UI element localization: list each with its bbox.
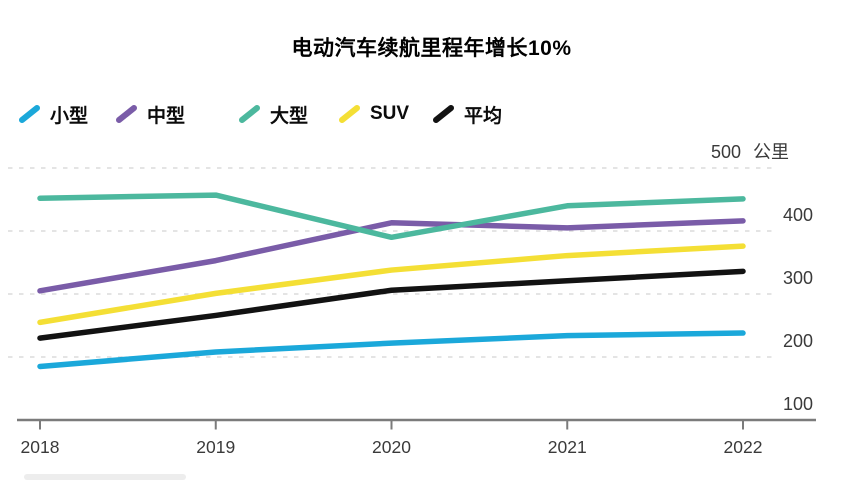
x-axis-label: 2021 xyxy=(548,437,587,457)
series-line-小型 xyxy=(37,330,746,370)
legend-marker-suv-icon xyxy=(339,105,360,123)
legend-item-small: 小型 xyxy=(18,99,88,129)
legend-item-large: 大型 xyxy=(238,99,308,129)
legend-label-large: 大型 xyxy=(270,105,309,127)
y-axis-label: 300 xyxy=(783,268,813,288)
watermark-smudge xyxy=(24,474,186,480)
y-axis-unit-label: 公里 xyxy=(753,142,789,162)
legend-label-average: 平均 xyxy=(464,105,503,127)
legend-marker-medium-icon xyxy=(116,105,137,123)
series-line-大型 xyxy=(37,192,746,241)
series-line-SUV xyxy=(37,243,746,326)
y-axis-label: 100 xyxy=(783,394,813,414)
series-line-中型 xyxy=(37,218,746,294)
y-axis-label: 400 xyxy=(783,205,813,225)
x-axis-label: 2018 xyxy=(21,437,60,457)
legend-item-medium: 中型 xyxy=(115,99,185,129)
series-line-平均 xyxy=(37,268,746,341)
legend-marker-large-icon xyxy=(239,105,260,123)
legend-label-small: 小型 xyxy=(50,105,89,127)
x-axis-label: 2019 xyxy=(196,437,235,457)
legend-label-suv: SUV xyxy=(370,103,410,124)
legend-item-average: 平均 xyxy=(432,99,502,129)
legend-marker-average-icon xyxy=(433,105,454,123)
x-axis-label: 2022 xyxy=(724,437,763,457)
legend-label-medium: 中型 xyxy=(147,105,186,127)
legend-marker-small-icon xyxy=(19,105,40,123)
legend: 小型 中型 大型 SUV 平均 xyxy=(0,99,863,129)
chart-title: 电动汽车续航里程年增长10% xyxy=(291,37,572,60)
legend-item-suv: SUV xyxy=(338,99,409,129)
x-axis-label: 2020 xyxy=(372,437,411,457)
y-axis-label: 200 xyxy=(783,331,813,351)
y-axis-top-label: 500 xyxy=(711,142,741,162)
